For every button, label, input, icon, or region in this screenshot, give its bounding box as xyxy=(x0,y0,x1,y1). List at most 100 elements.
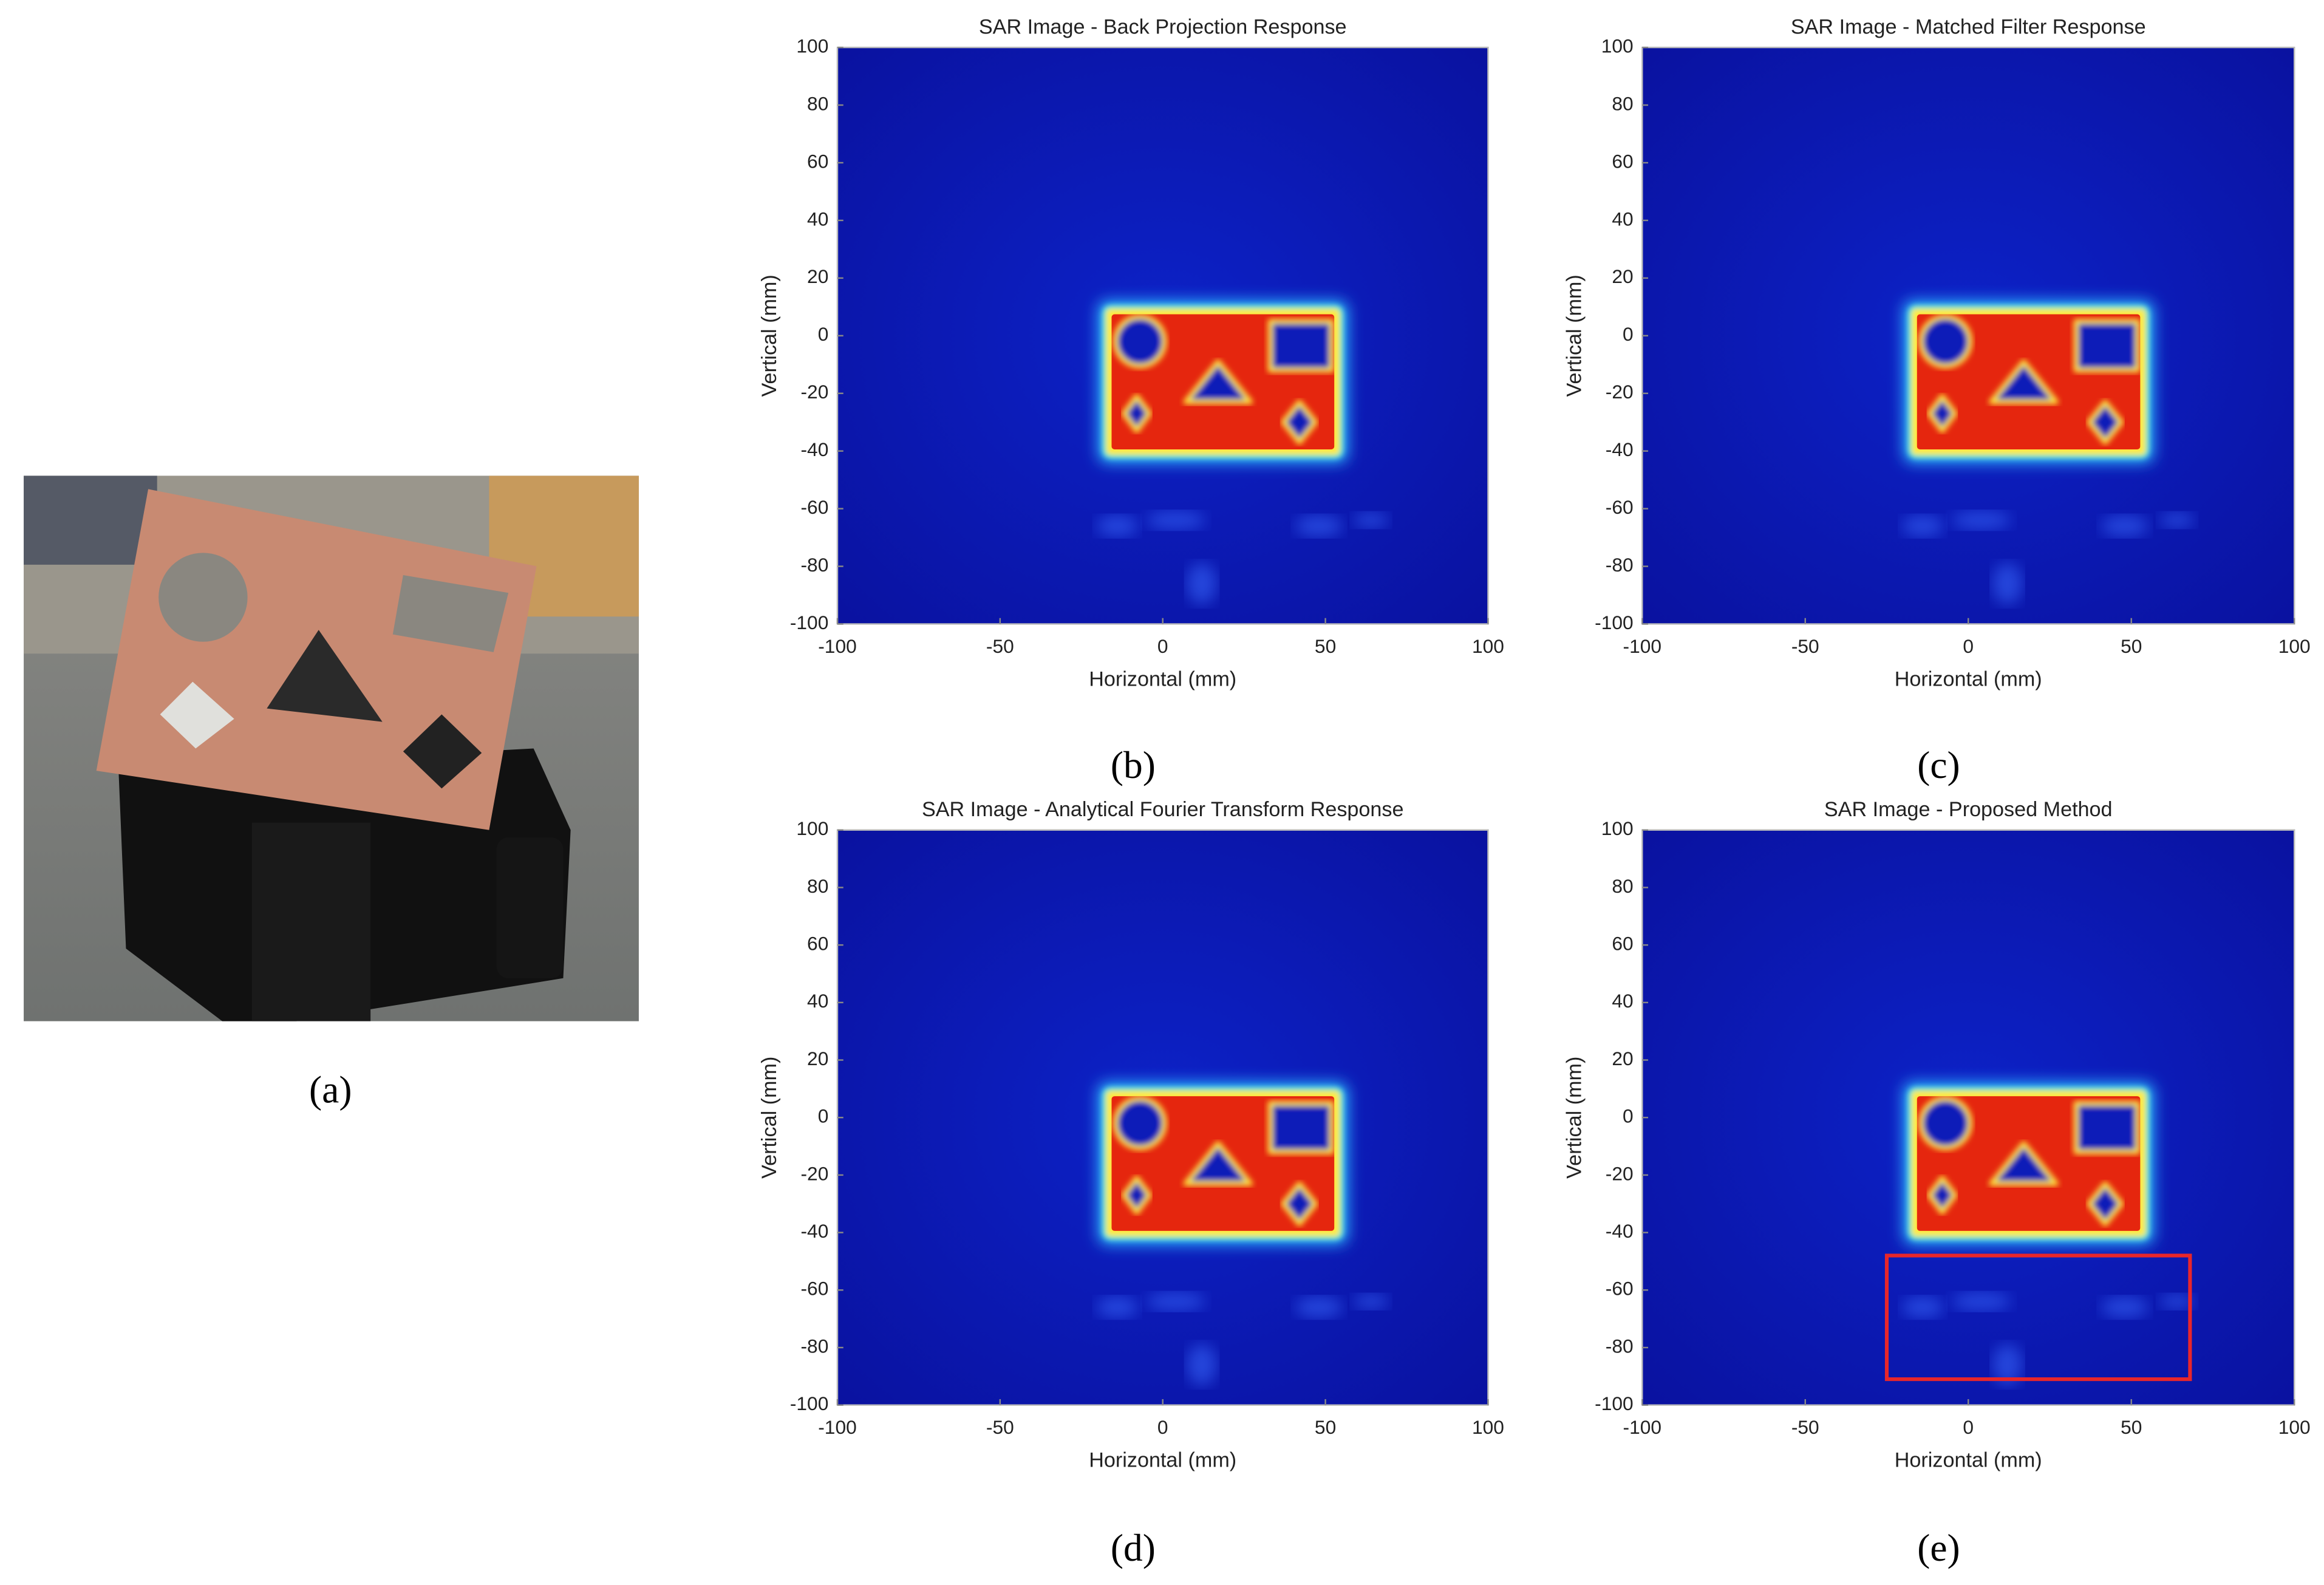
y-tick-label: -40 xyxy=(801,438,829,460)
y-tick-label: -20 xyxy=(1606,381,1634,403)
hole-square xyxy=(2073,319,2141,373)
chart-title: SAR Image - Analytical Fourier Transform… xyxy=(922,798,1404,821)
x-tick-label: 0 xyxy=(1963,635,1974,657)
highlight-box xyxy=(1884,1253,2192,1382)
clutter xyxy=(1096,516,1138,537)
x-tick-label: 100 xyxy=(2278,1416,2311,1438)
chart-title: SAR Image - Proposed Method xyxy=(1824,798,2113,821)
y-tick-label: 0 xyxy=(1623,1105,1634,1127)
y-tick-label: 20 xyxy=(807,1048,828,1069)
y-tick-label: -100 xyxy=(1595,612,1633,633)
clutter xyxy=(1187,562,1217,605)
y-tick-label: -100 xyxy=(790,612,828,633)
hole-square xyxy=(2073,1100,2141,1154)
hole-circle xyxy=(1113,314,1167,369)
y-axis-label: Vertical (mm) xyxy=(1562,1057,1586,1179)
x-tick-label: 100 xyxy=(1472,635,1504,657)
clutter xyxy=(1096,1297,1138,1318)
x-tick-label: 0 xyxy=(1157,1416,1168,1438)
y-tick-label: -20 xyxy=(1606,1162,1634,1184)
clutter xyxy=(2101,516,2149,537)
y-tick-label: 0 xyxy=(1623,323,1634,345)
x-tick-label: 100 xyxy=(1472,1416,1504,1438)
y-tick-label: 20 xyxy=(807,265,828,287)
hole-diamond xyxy=(1121,1175,1152,1215)
y-tick-label: -80 xyxy=(1606,554,1634,576)
x-tick-label: -100 xyxy=(818,1416,856,1438)
y-axis-label: Vertical (mm) xyxy=(758,1057,781,1179)
hole-diamond xyxy=(1281,1181,1318,1227)
y-tick-label: 100 xyxy=(1601,35,1634,56)
clutter xyxy=(1353,1294,1389,1309)
x-axis-label: Horizontal (mm) xyxy=(1089,1448,1236,1471)
x-tick-label: -50 xyxy=(986,1416,1014,1438)
heatmap-image xyxy=(1642,47,2295,624)
heatmap-image xyxy=(837,47,1488,624)
y-tick-label: -60 xyxy=(801,1278,829,1300)
heatmap-image xyxy=(837,830,1488,1405)
clutter xyxy=(1901,516,1944,537)
y-tick-label: 80 xyxy=(1612,875,1633,897)
clutter xyxy=(1901,1297,1944,1318)
y-tick-label: 100 xyxy=(796,35,828,56)
y-tick-label: -40 xyxy=(801,1220,829,1242)
y-tick-label: 60 xyxy=(1612,150,1633,172)
y-tick-label: 40 xyxy=(1612,990,1633,1012)
clutter xyxy=(1187,1344,1217,1386)
hole-triangle xyxy=(1183,359,1253,404)
hole-diamond xyxy=(1927,1175,1958,1215)
x-tick-label: 50 xyxy=(1315,635,1336,657)
x-tick-label: -50 xyxy=(1791,635,1819,657)
x-tick-label: -100 xyxy=(818,635,856,657)
y-tick-label: -60 xyxy=(1606,496,1634,518)
hole-triangle xyxy=(1183,1141,1253,1186)
clutter xyxy=(1992,1344,2023,1386)
hole-circle xyxy=(1918,1096,1973,1151)
y-tick-label: 100 xyxy=(796,817,828,839)
hole-diamond xyxy=(2087,400,2124,445)
y-tick-label: 40 xyxy=(1612,208,1633,230)
clutter xyxy=(1353,513,1389,528)
clutter xyxy=(2159,1294,2195,1309)
y-tick-label: 0 xyxy=(818,323,829,345)
y-tick-label: -80 xyxy=(1606,1335,1634,1357)
y-tick-label: 60 xyxy=(807,933,828,955)
clutter xyxy=(1295,516,1343,537)
chart-title: SAR Image - Matched Filter Response xyxy=(1791,15,2146,38)
heatmap-image xyxy=(1642,830,2295,1405)
x-tick-label: 0 xyxy=(1963,1416,1974,1438)
hole-diamond xyxy=(1927,394,1958,434)
y-tick-label: -60 xyxy=(1606,1278,1634,1300)
y-axis-label: Vertical (mm) xyxy=(758,274,781,397)
x-tick-label: 50 xyxy=(2121,635,2142,657)
chart-title: SAR Image - Back Projection Response xyxy=(979,15,1347,38)
y-tick-label: -80 xyxy=(801,1335,829,1357)
hole-circle xyxy=(1918,314,1973,369)
x-tick-label: 100 xyxy=(2278,635,2311,657)
hole-triangle xyxy=(1989,359,2059,404)
clutter xyxy=(2101,1297,2149,1318)
panel-label: (d) xyxy=(1111,1526,1156,1569)
y-tick-label: 60 xyxy=(807,150,828,172)
y-tick-label: -40 xyxy=(1606,438,1634,460)
y-tick-label: 0 xyxy=(818,1105,829,1127)
x-axis-label: Horizontal (mm) xyxy=(1089,667,1236,690)
y-tick-label: 60 xyxy=(1612,933,1633,955)
y-tick-label: 40 xyxy=(807,990,828,1012)
photo xyxy=(24,476,639,1021)
y-tick-label: -100 xyxy=(1595,1392,1633,1414)
x-tick-label: -50 xyxy=(986,635,1014,657)
clutter xyxy=(1951,1292,2011,1311)
y-tick-label: -100 xyxy=(790,1392,828,1414)
clutter xyxy=(1992,562,2023,605)
y-tick-label: -80 xyxy=(801,554,829,576)
panel-label: (b) xyxy=(1111,743,1156,786)
y-tick-label: 80 xyxy=(1612,92,1633,114)
clutter xyxy=(1146,511,1205,530)
panel-label: (a) xyxy=(309,1068,352,1111)
x-tick-label: 50 xyxy=(2121,1416,2142,1438)
hole-triangle xyxy=(1989,1141,2059,1186)
panel-label: (c) xyxy=(1917,743,1960,786)
